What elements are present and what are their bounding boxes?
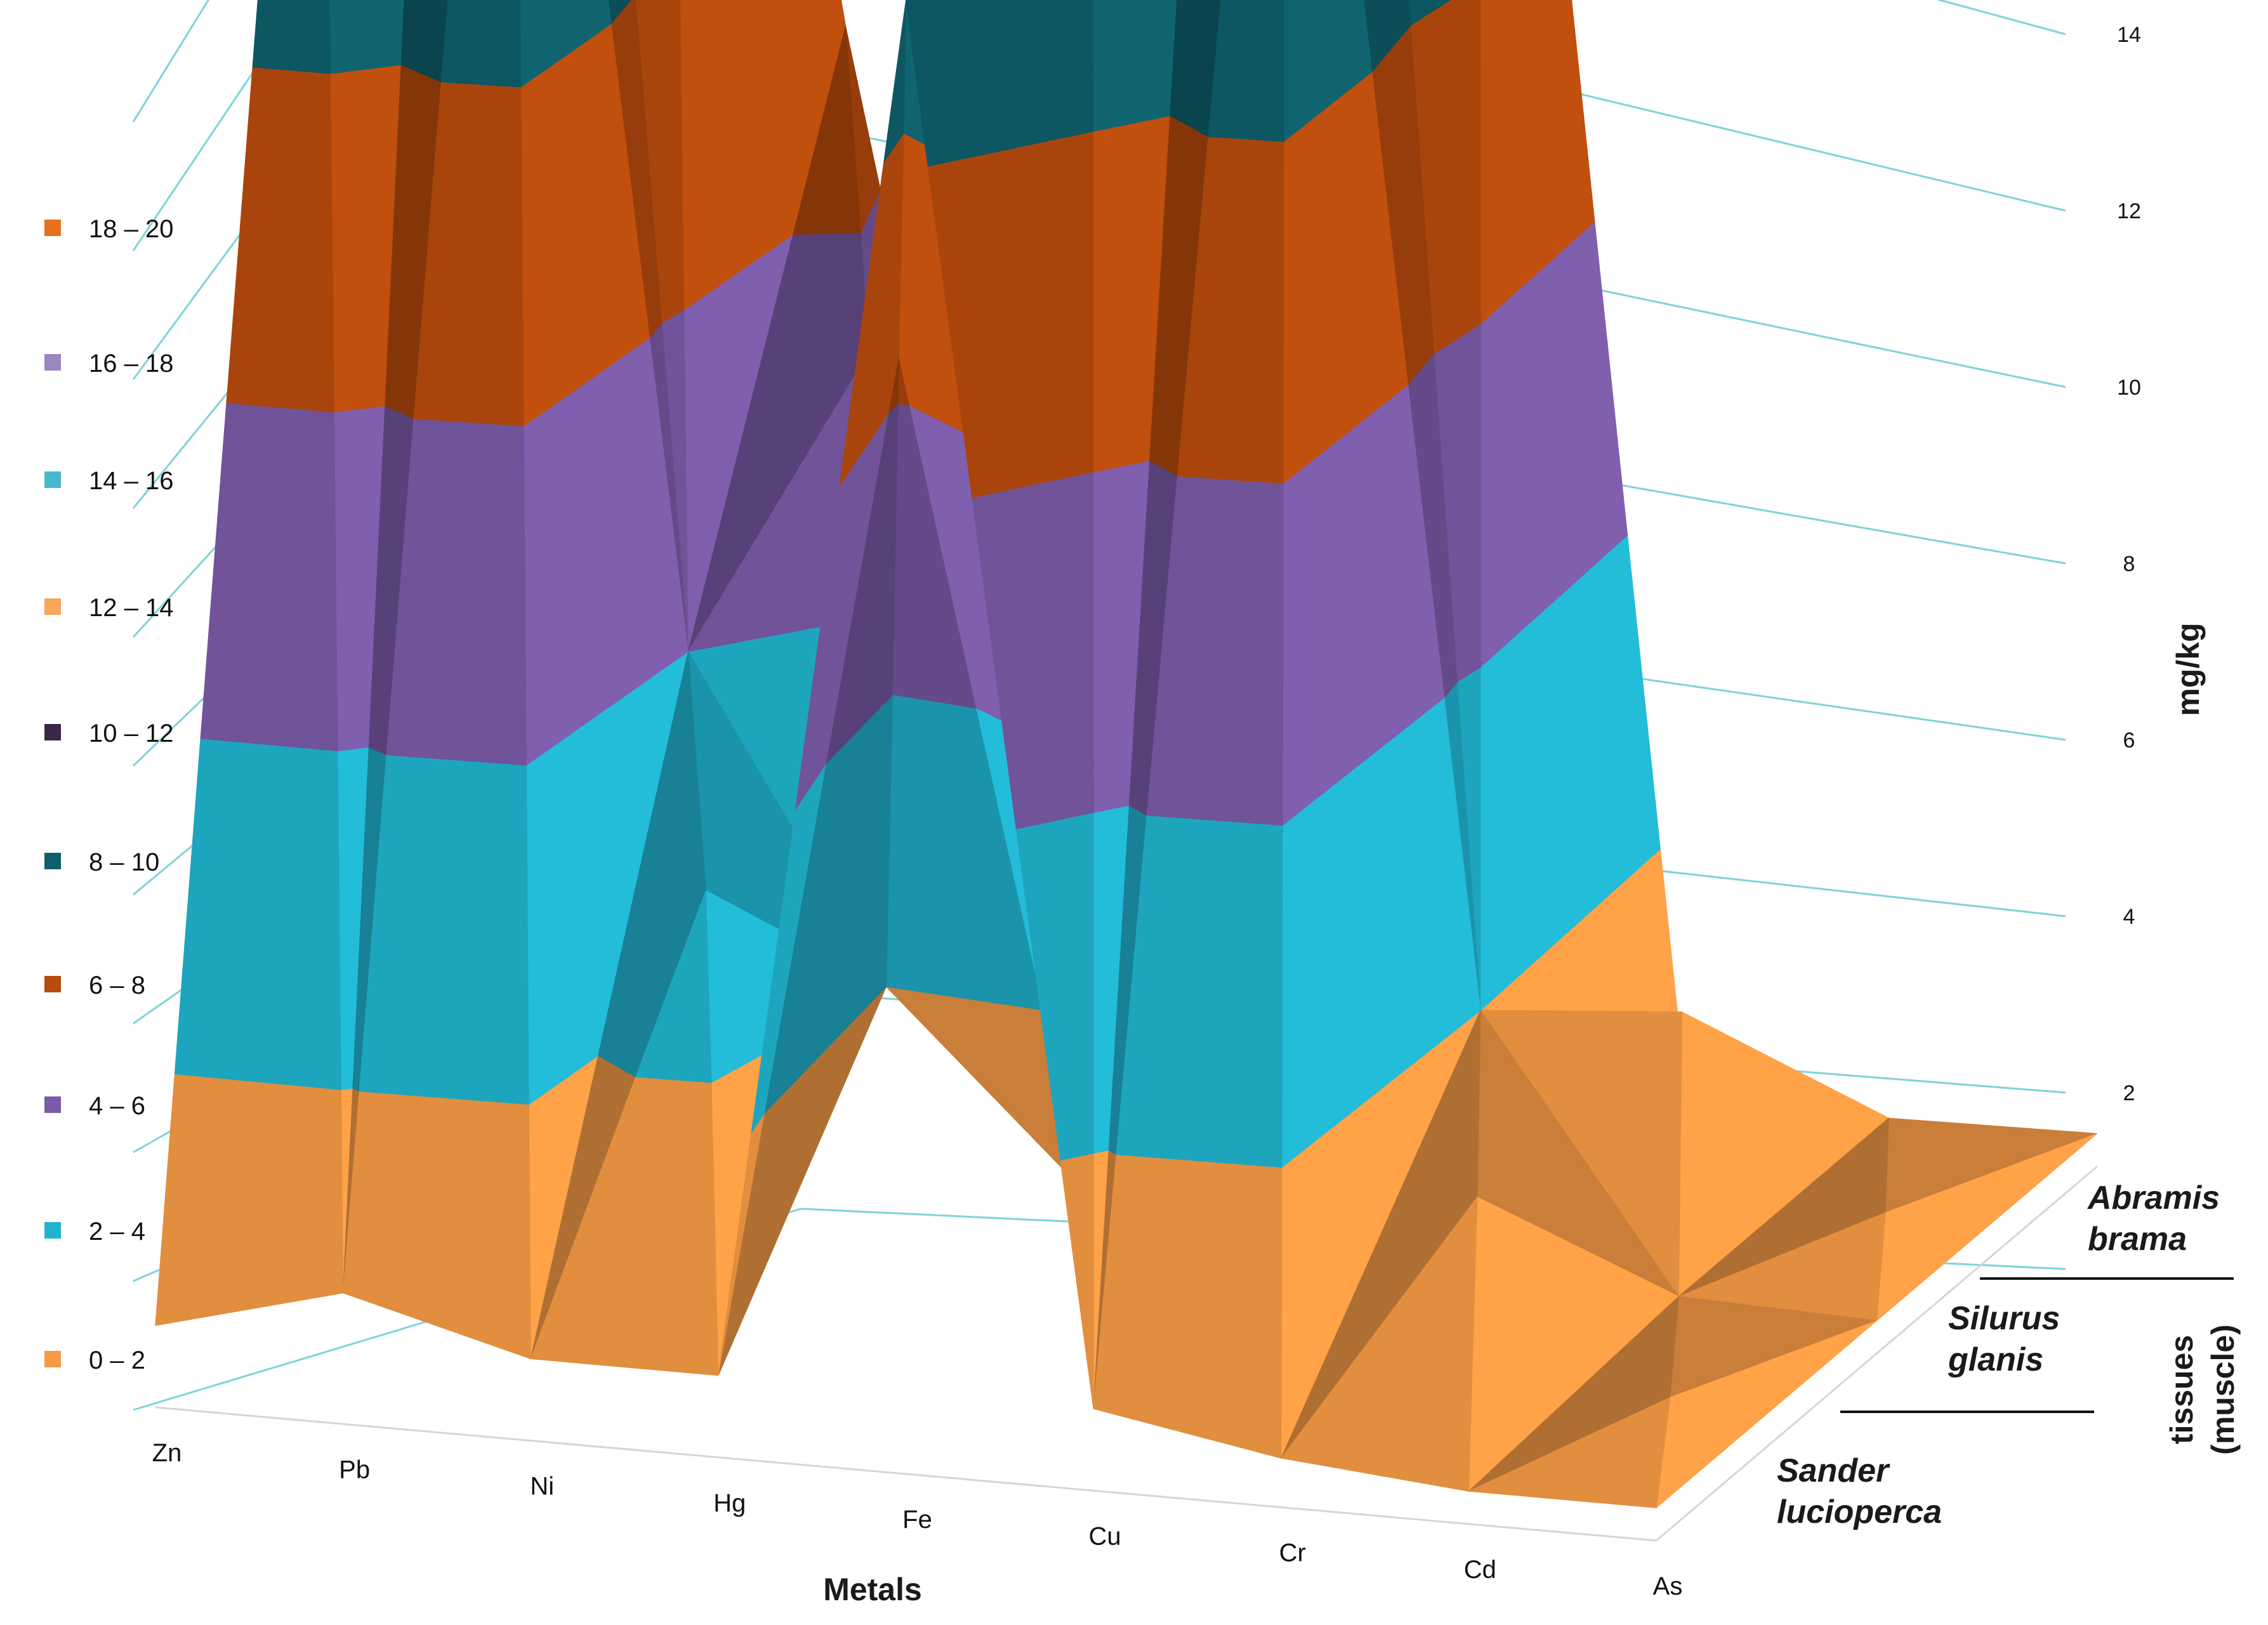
surface-facet: [1283, 0, 1373, 143]
surface-facet: [1208, 0, 1284, 142]
legend-swatch: [44, 1222, 61, 1239]
species-label-line2: glanis: [1948, 1341, 2043, 1378]
legend-label: 2 – 4: [89, 1218, 145, 1246]
surface-facet: [905, 0, 1093, 167]
legend-swatch: [44, 220, 61, 236]
species-label-line1: Abramis: [2087, 1180, 2220, 1216]
z-tick-4: 4: [2123, 905, 2135, 929]
surface-facet: [793, 25, 861, 235]
legend-label: 10 – 12: [89, 720, 173, 747]
species-label-line1: Silurus: [1948, 1300, 2060, 1337]
depth-axis-title-line2: (muscle): [2205, 1324, 2241, 1455]
x-axis-title: Metals: [823, 1572, 922, 1607]
metal-label-cu: Cu: [1089, 1522, 1121, 1550]
legend-label: 12 – 14: [89, 594, 173, 622]
metal-label-cd: Cd: [1464, 1556, 1496, 1584]
legend-label: 16 – 18: [89, 350, 173, 378]
surface-facet: [440, 0, 522, 88]
species-label-line1: Sander: [1777, 1452, 1890, 1489]
legend-label: 4 – 6: [89, 1092, 145, 1120]
species-label-line2: brama: [2088, 1221, 2187, 1258]
legend-swatch: [44, 724, 61, 740]
legend-item: 2 – 4: [44, 1218, 145, 1246]
y-axis-title: mg/kg: [2170, 622, 2206, 716]
z-tick-12: 12: [2117, 199, 2141, 223]
metal-label-ni: Ni: [530, 1473, 554, 1501]
metal-label-hg: Hg: [713, 1489, 746, 1517]
legend-swatch: [44, 471, 61, 488]
legend-swatch: [44, 1096, 61, 1113]
surface-facet: [1060, 1152, 1094, 1409]
metal-label-pb: Pb: [339, 1456, 370, 1484]
legend-swatch: [44, 1351, 61, 1367]
surface-facet: [400, 0, 449, 82]
surface-facet: [883, 0, 906, 163]
species-label-line2: lucioperca: [1777, 1494, 1942, 1530]
surface-facet: [1408, 0, 1451, 26]
species-labels: Abramis brama Silurus glanis Sander lucioperc…: [1777, 1180, 2234, 1530]
surface-facet: [343, 1091, 531, 1360]
surface-facet: [1170, 0, 1222, 138]
z-tick-8: 8: [2123, 552, 2135, 576]
surface-facet: [520, 0, 612, 88]
surface-facet: [1093, 1154, 1282, 1459]
z-tick-10: 10: [2117, 376, 2141, 400]
surface-facet: [1467, 1397, 1671, 1508]
legend-item: 16 – 18: [44, 350, 173, 378]
legend-item: 6 – 8: [44, 971, 145, 999]
legend-label: 0 – 2: [89, 1346, 145, 1374]
legend-item: 0 – 2: [44, 1346, 145, 1374]
legend-label: 14 – 16: [89, 467, 173, 495]
surface-facet: [200, 402, 338, 751]
legend-swatch: [44, 853, 61, 869]
legend-item: 10 – 12: [44, 720, 173, 747]
z-tick-14: 14: [2117, 23, 2141, 47]
depth-axis-title-line1: tissues: [2164, 1335, 2199, 1444]
legend-item: 14 – 16: [44, 467, 173, 495]
surface-facet: [359, 754, 529, 1105]
surface-facet: [635, 890, 712, 1083]
surface-facet: [1280, 1195, 1478, 1492]
metal-labels: Zn Pb Ni Hg Fe Cu Cr Cd As: [152, 1439, 1683, 1600]
legend-label: 8 – 10: [89, 848, 159, 876]
surface-facet: [174, 738, 342, 1090]
legend-item: 18 – 20: [44, 215, 173, 243]
z-tick-6: 6: [2123, 728, 2135, 753]
surface-facet: [155, 1074, 344, 1326]
metal-label-cr: Cr: [1279, 1539, 1306, 1567]
legend-swatch: [44, 354, 61, 371]
surface: [155, 0, 2098, 1509]
surface-facet: [252, 0, 331, 74]
legend-item: 8 – 10: [44, 848, 159, 876]
z-tick-labels: 2468101214161820: [2117, 23, 2141, 1105]
legend-swatch: [44, 976, 61, 992]
surface-facet: [226, 67, 334, 413]
metal-label-fe: Fe: [902, 1506, 932, 1534]
legend-label: 18 – 20: [89, 215, 173, 243]
legend-item: 4 – 6: [44, 1092, 145, 1120]
z-tick-2: 2: [2123, 1081, 2135, 1105]
metal-label-as: As: [1653, 1572, 1683, 1600]
legend: 18 – 20 16 – 18 14 – 16 12 – 14 10 – 12 8 – 1…: [44, 215, 173, 1374]
metal-label-zn: Zn: [152, 1439, 182, 1467]
floor-grid: [155, 1165, 2098, 1542]
legend-swatch: [44, 598, 61, 615]
legend-label: 6 – 8: [89, 971, 145, 999]
legend-item: 12 – 14: [44, 594, 173, 622]
